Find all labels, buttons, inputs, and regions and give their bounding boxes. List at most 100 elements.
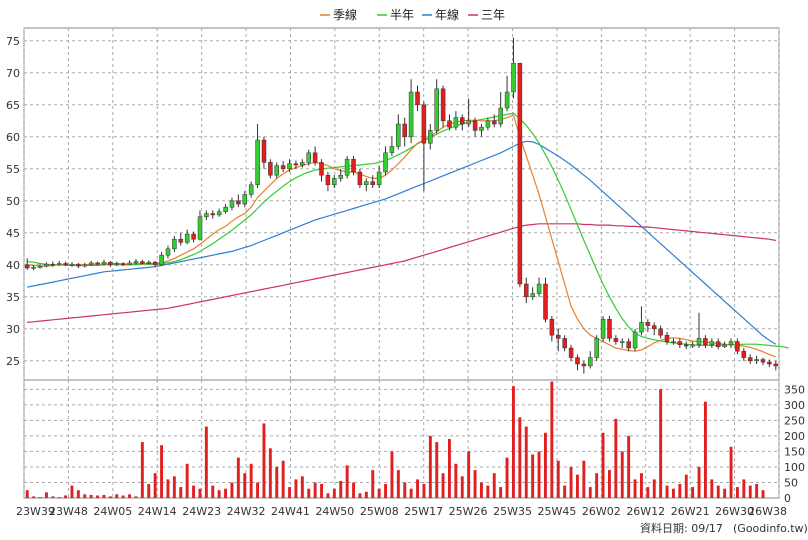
- candle-body: [517, 62, 523, 285]
- candle-body: [293, 163, 299, 166]
- volume-bar: [166, 479, 170, 498]
- candle-body: [152, 261, 158, 266]
- x-tick-label: 24W23: [182, 505, 221, 518]
- volume-bar: [582, 460, 586, 498]
- volume-bar: [172, 476, 176, 498]
- volume-bar: [460, 476, 464, 498]
- ma-quarter-line: [27, 114, 777, 358]
- x-tick-label: 26W38: [748, 505, 787, 518]
- candle-body: [472, 120, 478, 131]
- volume-bar: [275, 466, 279, 498]
- x-tick-label: 24W32: [227, 505, 266, 518]
- volume-bar: [435, 442, 439, 498]
- candle-body: [773, 363, 779, 367]
- candle-body: [588, 357, 593, 367]
- volume-bar: [352, 482, 355, 498]
- candle-body: [44, 263, 49, 267]
- volume-bar: [505, 457, 509, 498]
- candle-body: [191, 233, 196, 240]
- volume-bar: [588, 487, 592, 498]
- candle-body: [242, 194, 248, 205]
- volume-bar: [307, 488, 311, 498]
- candle-body: [607, 318, 612, 339]
- volume-bar: [537, 451, 541, 498]
- candle-body: [722, 344, 727, 347]
- volume-bar: [723, 488, 727, 498]
- candle-body: [645, 322, 651, 326]
- candle-body: [421, 104, 427, 144]
- candle-body: [620, 341, 625, 343]
- candle-body: [351, 158, 356, 173]
- candle-body: [594, 338, 599, 358]
- candle-body: [651, 325, 657, 330]
- candle-body: [709, 341, 715, 346]
- candle-body: [568, 347, 574, 358]
- candle-body: [325, 174, 331, 186]
- candle-body: [101, 261, 107, 265]
- volume-bar: [64, 495, 67, 498]
- candle-body: [466, 120, 471, 125]
- candle-body: [434, 88, 439, 131]
- x-tick-label: 26W02: [582, 505, 621, 518]
- volume-bar: [268, 448, 272, 498]
- volume-bar: [217, 490, 221, 498]
- candle-body: [261, 139, 267, 163]
- volume-bar: [51, 496, 55, 498]
- volume-bar: [108, 496, 112, 498]
- volume-bar: [492, 473, 496, 498]
- candle-body: [255, 139, 260, 186]
- volume-bar: [633, 479, 637, 498]
- volume-bar: [646, 487, 650, 498]
- candle-body: [312, 152, 318, 163]
- volume-bar: [377, 488, 381, 498]
- candle-body: [127, 262, 132, 266]
- volume-bar: [576, 474, 579, 498]
- x-tick-label: 25W35: [493, 505, 532, 518]
- volume-bar: [678, 484, 682, 498]
- volume-bar: [57, 497, 61, 498]
- volume-bar: [371, 470, 375, 498]
- candle-body: [626, 341, 631, 349]
- x-tick-label: 25W17: [404, 505, 443, 518]
- volume-bar: [281, 460, 285, 498]
- candle-body: [671, 341, 676, 343]
- volume-bar: [262, 423, 266, 498]
- volume-bar: [640, 473, 643, 498]
- candle-body: [133, 261, 139, 264]
- volume-bar: [396, 470, 400, 498]
- volume-bar: [652, 479, 656, 498]
- candle-body: [50, 263, 56, 266]
- candle-body: [76, 263, 81, 267]
- volume-tick-label: 150: [784, 445, 805, 458]
- volume-tick-label: 350: [784, 383, 805, 396]
- volume-bar: [672, 488, 675, 498]
- candle-body: [575, 357, 580, 365]
- price-tick-label: 60: [6, 131, 20, 144]
- candle-body: [319, 162, 324, 176]
- footer-source: (Goodinfo.tw): [733, 522, 808, 535]
- volume-bar: [569, 466, 573, 498]
- x-tick-label: 26W30: [715, 505, 754, 518]
- volume-bar: [320, 484, 323, 498]
- volume-bar: [659, 389, 663, 498]
- candle-body: [300, 162, 305, 166]
- price-tick-label: 35: [6, 291, 20, 304]
- x-tick-label: 25W26: [449, 505, 488, 518]
- candle-body: [364, 181, 369, 186]
- x-tick-label: 26W12: [626, 505, 665, 518]
- volume-bar: [128, 494, 131, 498]
- candle-body: [703, 338, 708, 346]
- candle-body: [146, 261, 152, 264]
- volume-bar: [748, 485, 752, 498]
- volume-bar: [179, 487, 183, 498]
- volume-bar: [512, 386, 515, 498]
- volume-bar: [691, 487, 695, 498]
- candle-body: [690, 344, 695, 347]
- volume-tick-label: 250: [784, 414, 805, 427]
- volume-bar: [544, 432, 547, 498]
- volume-bar: [454, 463, 458, 498]
- candle-body: [383, 152, 388, 173]
- volume-bar: [729, 446, 733, 498]
